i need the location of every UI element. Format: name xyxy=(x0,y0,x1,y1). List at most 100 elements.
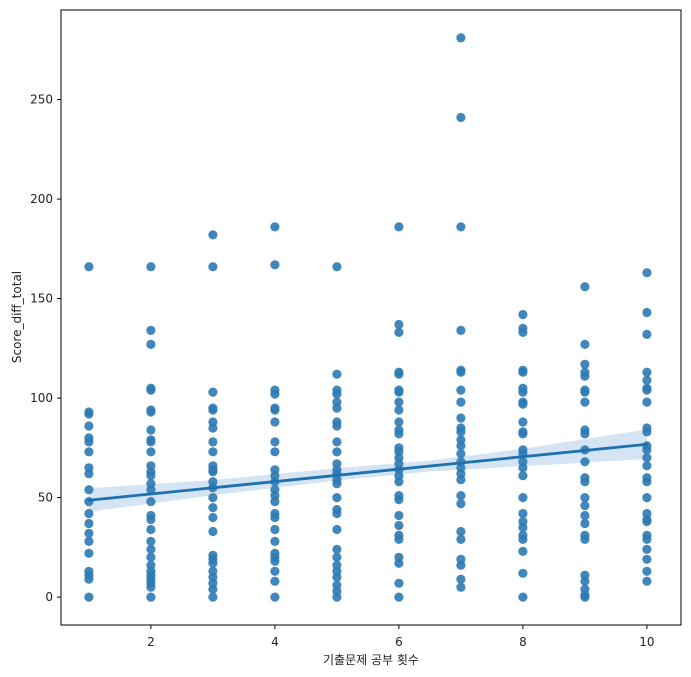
data-point xyxy=(270,576,280,586)
data-point xyxy=(208,423,218,433)
data-point xyxy=(580,359,590,369)
data-point xyxy=(642,453,652,463)
data-point xyxy=(518,592,528,602)
data-point xyxy=(394,405,404,415)
data-point xyxy=(580,477,590,487)
data-point xyxy=(84,528,94,539)
data-point xyxy=(84,469,94,479)
data-point xyxy=(456,325,466,335)
data-point xyxy=(208,405,218,415)
data-point xyxy=(642,367,652,377)
data-point xyxy=(332,421,342,431)
data-point xyxy=(146,471,156,481)
data-point xyxy=(84,409,94,419)
data-point xyxy=(580,534,590,545)
data-point xyxy=(456,222,466,232)
data-point xyxy=(394,592,404,602)
data-point xyxy=(580,518,590,529)
data-point xyxy=(394,369,404,379)
data-point xyxy=(642,461,652,471)
data-point xyxy=(208,387,218,397)
data-point xyxy=(270,405,280,415)
data-point xyxy=(642,544,652,555)
data-point xyxy=(456,560,466,570)
data-point xyxy=(332,572,342,582)
data-point xyxy=(518,309,528,320)
data-point xyxy=(146,385,156,395)
data-point xyxy=(332,369,342,379)
data-point xyxy=(642,534,652,545)
x-axis-ticks: 2 4 6 8 10 xyxy=(147,625,655,649)
data-point xyxy=(394,417,404,427)
data-point xyxy=(394,558,404,568)
data-point xyxy=(84,574,94,584)
data-point xyxy=(208,447,218,457)
data-point xyxy=(394,534,404,545)
data-point xyxy=(642,566,652,576)
data-point xyxy=(394,520,404,531)
data-point xyxy=(146,425,156,435)
data-point xyxy=(456,385,466,395)
data-point xyxy=(394,327,404,337)
data-point xyxy=(270,417,280,427)
data-point xyxy=(208,526,218,537)
data-point xyxy=(642,375,652,385)
data-point xyxy=(642,268,652,278)
data-point xyxy=(580,576,590,586)
data-point xyxy=(208,262,218,272)
data-point xyxy=(456,427,466,437)
regression-line xyxy=(87,442,649,502)
data-point xyxy=(146,544,156,555)
x-tick-label: 6 xyxy=(395,635,403,649)
data-point xyxy=(456,582,466,592)
data-point xyxy=(456,534,466,545)
data-point xyxy=(332,262,342,272)
confidence-band xyxy=(88,429,647,512)
data-point xyxy=(84,262,94,272)
data-point xyxy=(270,556,280,566)
data-point xyxy=(518,546,528,557)
y-tick-label: 100 xyxy=(30,391,53,405)
data-point xyxy=(580,457,590,467)
data-point xyxy=(456,112,466,123)
data-point xyxy=(642,307,652,318)
data-point xyxy=(84,421,94,431)
data-point xyxy=(518,522,528,533)
regression-line-layer xyxy=(87,442,649,502)
data-point xyxy=(146,592,156,602)
data-point xyxy=(146,514,156,525)
data-point xyxy=(146,339,156,349)
data-point xyxy=(518,471,528,481)
data-point xyxy=(456,574,466,584)
data-point xyxy=(642,493,652,503)
data-point xyxy=(456,526,466,537)
data-point xyxy=(518,429,528,439)
data-point xyxy=(332,592,342,602)
data-point xyxy=(270,536,280,547)
data-point xyxy=(580,510,590,521)
data-point xyxy=(394,429,404,439)
data-point xyxy=(518,508,528,519)
data-point xyxy=(332,544,342,555)
data-point xyxy=(394,387,404,397)
data-point xyxy=(332,437,342,447)
data-point xyxy=(642,516,652,527)
data-point xyxy=(208,437,218,447)
data-point xyxy=(332,524,342,535)
x-axis-title: 기출문제 공부 횟수 xyxy=(323,653,419,667)
data-point xyxy=(146,536,156,547)
data-point xyxy=(518,568,528,578)
data-point xyxy=(518,493,528,503)
data-point xyxy=(84,508,94,519)
data-point xyxy=(580,493,590,503)
data-point xyxy=(84,592,94,602)
data-point xyxy=(394,477,404,487)
data-point xyxy=(146,582,156,592)
data-point xyxy=(456,475,466,485)
data-point xyxy=(642,576,652,586)
data-point xyxy=(146,497,156,507)
y-tick-label: 50 xyxy=(38,491,53,505)
data-point xyxy=(456,491,466,501)
data-point xyxy=(84,437,94,447)
